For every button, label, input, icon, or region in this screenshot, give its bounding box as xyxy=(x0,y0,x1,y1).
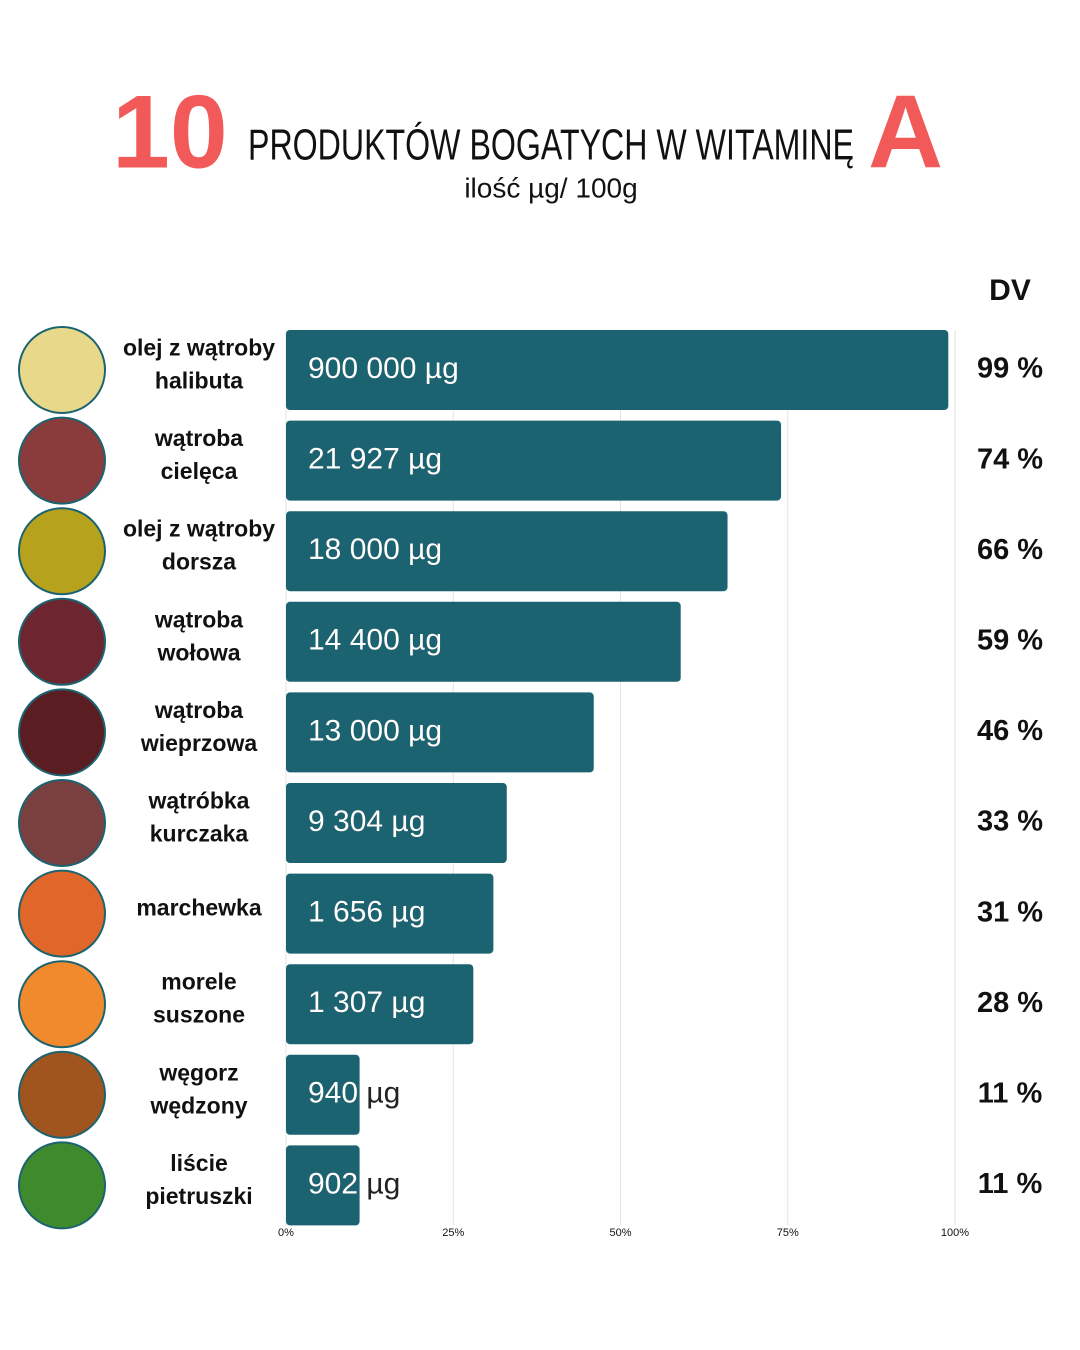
x-tick-label: 50% xyxy=(609,1227,631,1239)
food-photo xyxy=(18,1050,106,1139)
food-photo xyxy=(18,326,106,414)
bar xyxy=(286,783,507,863)
bar xyxy=(286,1054,360,1135)
value-label: 31 % xyxy=(977,896,1043,928)
category-label: olej z wątroby halibuta xyxy=(123,335,275,394)
chart-title: PRODUKTÓW BOGATYCH W WITAMINĘ xyxy=(248,121,854,170)
food-photo xyxy=(18,1141,106,1230)
amount-label: 902 µg xyxy=(308,1167,400,1200)
category-label: wątroba wołowa xyxy=(154,606,243,665)
x-tick-label: 0% xyxy=(278,1227,294,1239)
food-photo xyxy=(18,869,106,958)
category-label: wątroba cielęca xyxy=(154,425,243,484)
x-tick-label: 75% xyxy=(777,1227,799,1239)
food-photo xyxy=(18,416,106,505)
amount-label: 1 307 µg xyxy=(308,986,425,1019)
food-photo xyxy=(18,507,106,596)
category-label: węgorz wędzony xyxy=(149,1059,247,1118)
amount-label: 14 400 µg xyxy=(308,624,442,657)
value-label: 28 % xyxy=(977,987,1043,1019)
title-letter: A xyxy=(868,74,943,190)
bar xyxy=(286,873,494,954)
value-label: 33 % xyxy=(977,806,1043,838)
amount-label: 900 000 µg xyxy=(308,352,459,385)
amount-label: 9 304 µg xyxy=(308,805,425,838)
amount-label: 21 927 µg xyxy=(308,443,442,476)
bar xyxy=(286,330,949,410)
bar xyxy=(286,601,681,682)
amount-label: 18 000 µg xyxy=(308,533,442,566)
category-label: wątróbka kurczaka xyxy=(148,788,250,847)
food-photo xyxy=(18,597,106,686)
bar xyxy=(286,1145,360,1226)
amount-label: 940 µg xyxy=(308,1077,400,1110)
x-tick-label: 100% xyxy=(941,1227,969,1239)
bar xyxy=(286,964,474,1045)
category-label: liście pietruszki xyxy=(145,1150,252,1209)
amount-label: 14 400 µg xyxy=(308,624,442,657)
amount-label: 13 000 µg xyxy=(308,714,442,747)
value-label: 74 % xyxy=(977,443,1043,475)
category-label: wątroba wieprzowa xyxy=(140,697,258,756)
subtitle: ilość µg/ 100g xyxy=(464,172,637,203)
category-label: olej z wątroby dorsza xyxy=(123,516,275,575)
value-label: 59 % xyxy=(977,624,1043,656)
amount-label: 1 656 µg xyxy=(308,896,425,929)
amount-label: 9 304 µg xyxy=(308,805,425,838)
value-header: DV xyxy=(989,274,1031,307)
amount-label: 900 000 µg xyxy=(308,352,459,385)
bar xyxy=(286,420,782,501)
amount-label: 940 µg xyxy=(308,1077,400,1110)
category-label: morele suszone xyxy=(153,969,245,1028)
amount-label: 18 000 µg xyxy=(308,533,442,566)
amount-label: 1 656 µg xyxy=(308,896,425,929)
amount-label: 13 000 µg xyxy=(308,714,442,747)
x-tick-label: 25% xyxy=(442,1227,464,1239)
value-label: 46 % xyxy=(977,715,1043,747)
value-label: 11 % xyxy=(978,1077,1043,1109)
value-label: 99 % xyxy=(977,353,1043,385)
bar xyxy=(286,511,728,592)
bar xyxy=(286,692,594,773)
amount-label: 902 µg xyxy=(308,1167,400,1200)
value-label: 66 % xyxy=(977,534,1043,566)
food-photo xyxy=(18,960,106,1049)
amount-label: 1 307 µg xyxy=(308,986,425,1019)
amount-label: 21 927 µg xyxy=(308,443,442,476)
category-label: marchewka xyxy=(136,895,262,921)
food-photo xyxy=(18,688,106,777)
title-number: 10 xyxy=(112,74,228,190)
food-photo xyxy=(18,779,106,867)
value-label: 11 % xyxy=(978,1168,1043,1200)
